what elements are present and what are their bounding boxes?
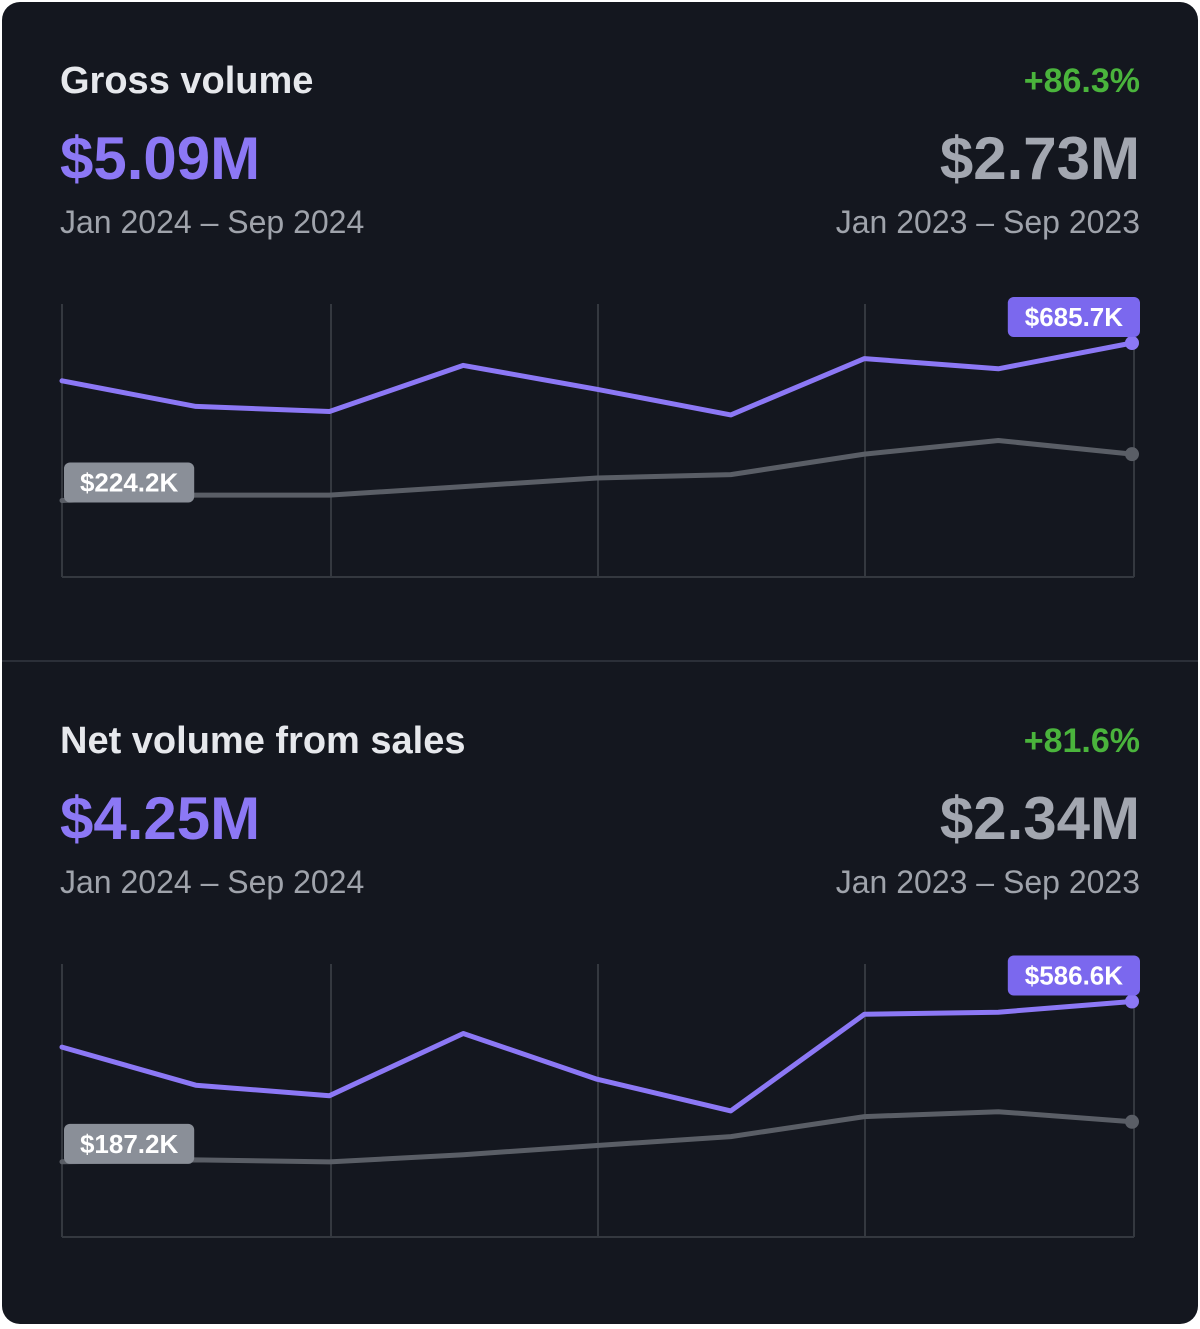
previous-period-total: $2.34M — [939, 785, 1140, 852]
current-period-total: $5.09M — [60, 125, 261, 192]
panel-title: Net volume from sales — [60, 720, 466, 762]
previous-series-end-point — [1125, 1114, 1139, 1129]
previous-period-range: Jan 2023 – Sep 2023 — [835, 204, 1140, 240]
current-series-end-label: $586.6K — [1025, 960, 1124, 990]
gross-volume-panel: Gross volume +86.3% $5.09M $2.73M Jan 20… — [2, 2, 1198, 662]
current-series-end-badge — [1007, 955, 1140, 996]
gross-volume-line-chart[interactable]: $685.7K $224.2K — [2, 2, 1198, 662]
previous-series-start-label: $187.2K — [80, 1129, 179, 1159]
current-series-line — [59, 999, 1135, 1114]
previous-series-start-label: $224.2K — [80, 467, 179, 497]
previous-series-line — [59, 1109, 1135, 1165]
current-series-end-badge — [1007, 297, 1140, 338]
current-series-end-label: $685.7K — [1025, 302, 1124, 332]
previous-series-start-badge — [64, 1123, 195, 1164]
net-volume-line-chart[interactable]: $586.6K $187.2K — [2, 662, 1198, 1322]
previous-period-total: $2.73M — [939, 125, 1140, 192]
current-series-end-point — [1125, 336, 1139, 351]
current-series-end-point — [1125, 994, 1139, 1009]
current-period-range: Jan 2024 – Sep 2024 — [60, 864, 365, 900]
current-period-range: Jan 2024 – Sep 2024 — [60, 204, 365, 240]
panel-divider — [2, 660, 1198, 662]
previous-series-start-badge — [64, 462, 195, 503]
panel-title: Gross volume — [60, 60, 314, 102]
change-percent: +86.3% — [1023, 62, 1140, 100]
previous-series-line — [59, 438, 1135, 503]
current-series-line — [59, 340, 1135, 418]
current-period-total: $4.25M — [60, 785, 261, 852]
net-volume-panel: Net volume from sales +81.6% $4.25M $2.3… — [2, 662, 1198, 1322]
previous-period-range: Jan 2023 – Sep 2023 — [835, 864, 1140, 900]
previous-series-end-point — [1125, 447, 1139, 462]
change-percent: +81.6% — [1023, 722, 1140, 760]
